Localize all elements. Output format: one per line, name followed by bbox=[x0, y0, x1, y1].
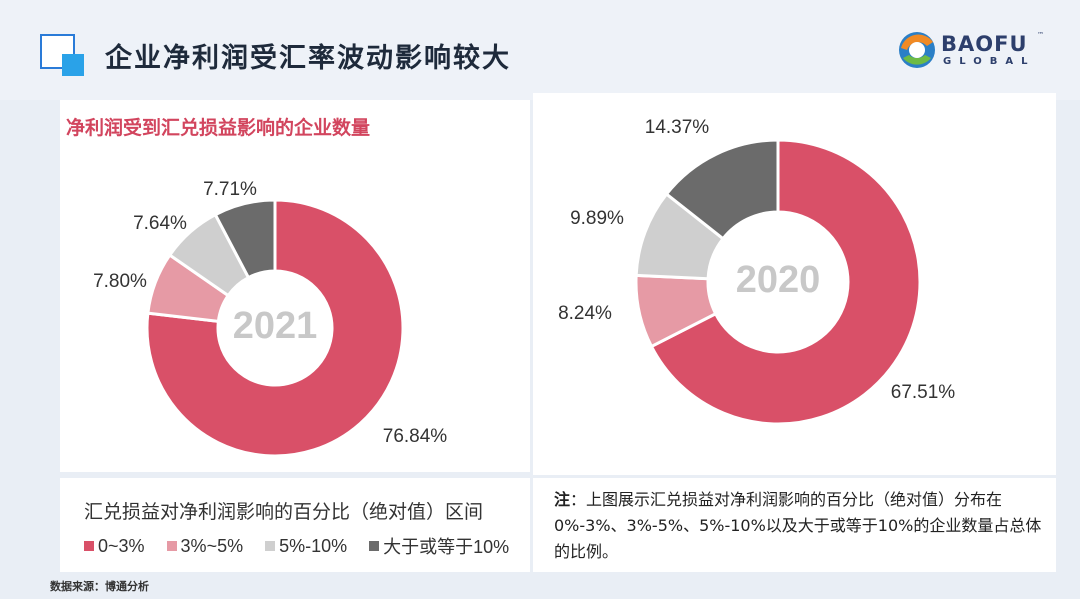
legend-panel bbox=[60, 478, 530, 572]
legend-swatch-5-10 bbox=[265, 541, 276, 551]
note-text: ：上图展示汇兑损益对净利润影响的百分比（绝对值）分布在0%-3%、3%-5%、5… bbox=[554, 490, 1042, 561]
legend-label: 5%-10% bbox=[279, 535, 348, 556]
legend-item: 大于或等于10% bbox=[369, 533, 509, 559]
page-title: 企业净利润受汇率波动影响较大 bbox=[105, 43, 511, 74]
logo-trademark: ™ bbox=[1037, 31, 1044, 39]
legend-label: 0~3% bbox=[98, 535, 145, 556]
slice-value-label: 9.89% bbox=[570, 208, 624, 229]
donut-center-year: 2020 bbox=[736, 259, 821, 301]
legend-label: 3%~5% bbox=[180, 535, 244, 556]
legend-item: 3%~5% bbox=[166, 533, 244, 559]
slice-value-label: 7.64% bbox=[133, 213, 187, 234]
slice-value-label: 8.24% bbox=[558, 303, 612, 324]
donut-slice-2021-0 bbox=[145, 198, 405, 458]
slice-value-label: 76.84% bbox=[383, 426, 448, 447]
legend-swatch-3-5 bbox=[166, 541, 177, 551]
note-label: 注 bbox=[554, 490, 571, 509]
note: 注：上图展示汇兑损益对净利润影响的百分比（绝对值）分布在0%-3%、3%-5%、… bbox=[554, 487, 1044, 565]
note-panel bbox=[533, 478, 1056, 572]
legend-swatch-10-plus bbox=[369, 541, 380, 551]
legend-item: 5%-10% bbox=[265, 533, 347, 559]
title-decoration-fill bbox=[62, 54, 84, 76]
baofu-logo: BAOFU ™ GLOBAL bbox=[897, 28, 1057, 78]
donut-slice-2020-3 bbox=[664, 138, 780, 241]
chart-title: 净利润受到汇兑损益影响的企业数量 bbox=[66, 117, 371, 139]
donut-slice-2021-3 bbox=[213, 198, 277, 280]
logo-subtitle: GLOBAL bbox=[943, 56, 1036, 67]
data-source: 数据来源：博通分析 bbox=[50, 580, 149, 593]
donut-slice-2020-0 bbox=[649, 138, 922, 426]
legend-item: 0~3% bbox=[84, 533, 145, 559]
slice-value-label: 7.80% bbox=[93, 271, 147, 292]
slice-value-label: 7.71% bbox=[203, 179, 257, 200]
donut-center-year: 2021 bbox=[233, 305, 318, 347]
legend: 0~3% 3%~5% 5%-10% 大于或等于10% bbox=[84, 533, 509, 559]
slice-value-label: 14.37% bbox=[645, 117, 710, 138]
legend-swatch-0-3 bbox=[84, 541, 94, 551]
globe-icon bbox=[899, 32, 935, 68]
legend-title: 汇兑损益对净利润影响的百分比（绝对值）区间 bbox=[84, 501, 484, 523]
logo-wordmark: BAOFU bbox=[941, 32, 1028, 56]
legend-label: 大于或等于10% bbox=[383, 537, 510, 557]
slice-value-label: 67.51% bbox=[891, 382, 956, 403]
